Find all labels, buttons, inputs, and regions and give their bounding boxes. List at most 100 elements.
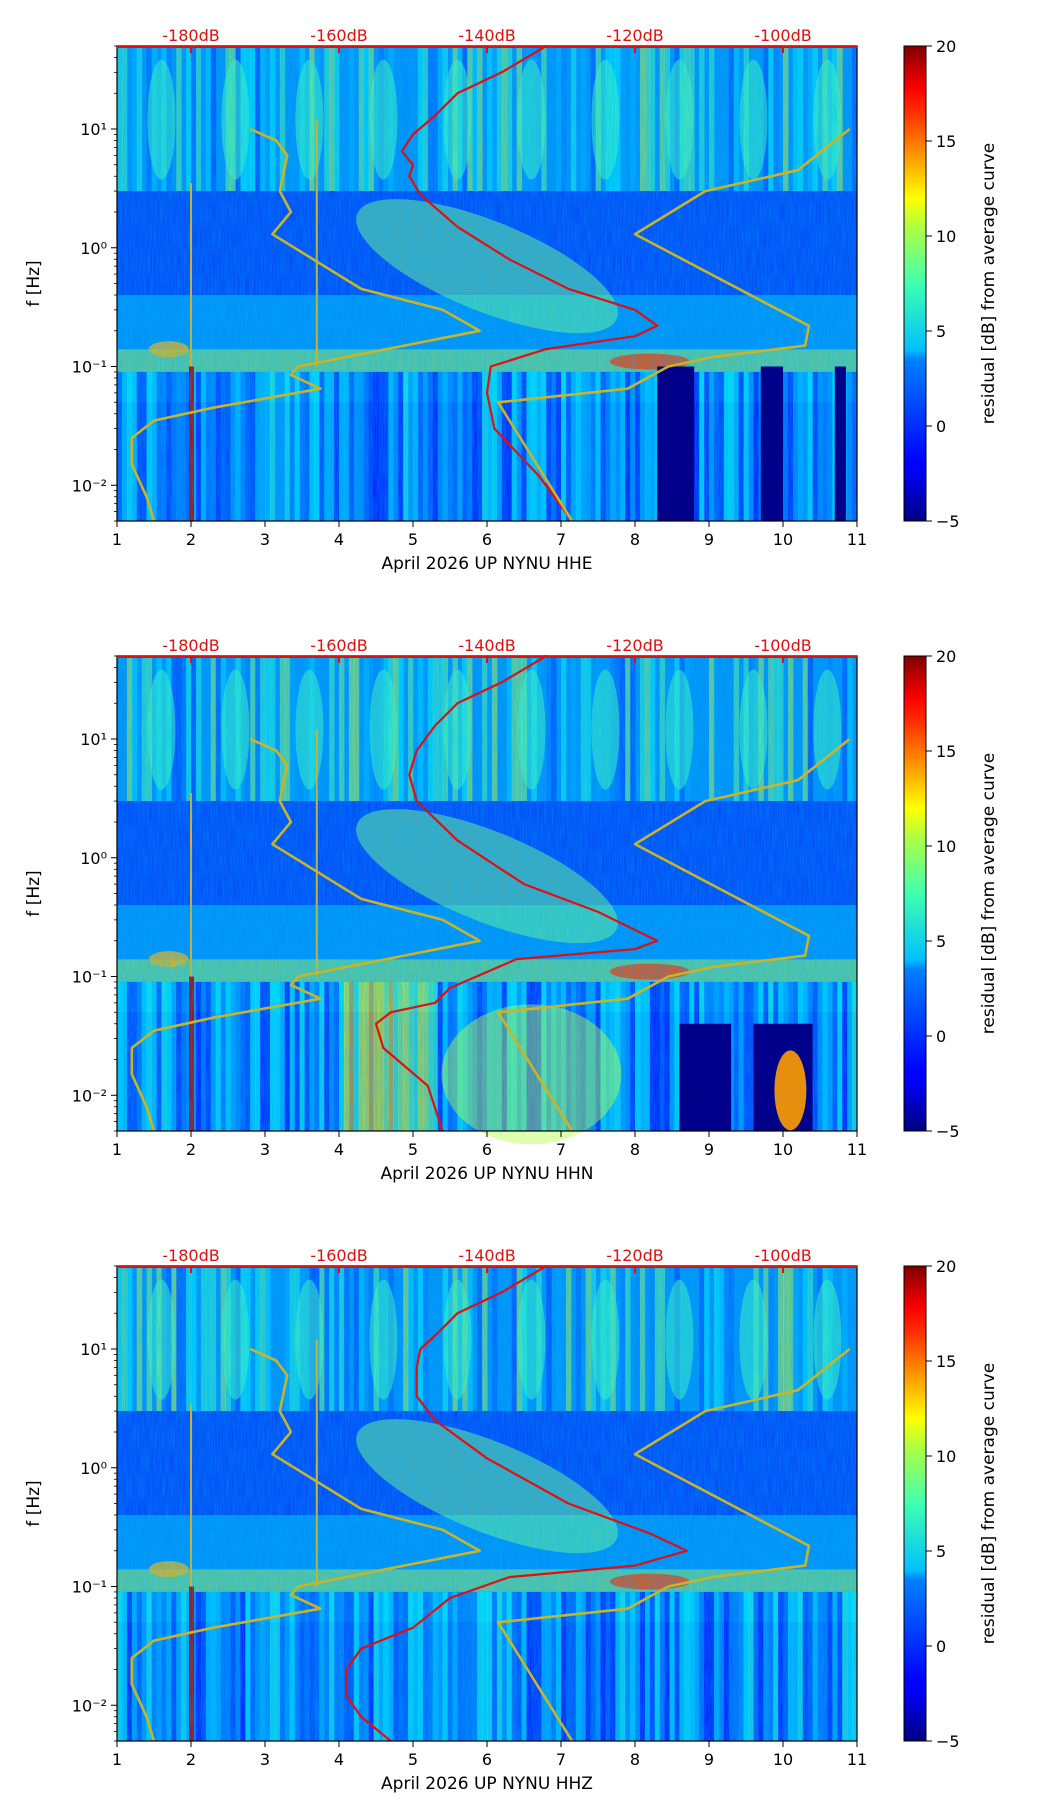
colorbar-tick-label: 20 [936, 647, 956, 666]
heatmap-2 [117, 656, 858, 1145]
y-tick-label: 10¹ [80, 730, 107, 749]
x-tick-label: 11 [847, 1140, 867, 1159]
colorbar-tick-label: 0 [936, 417, 946, 436]
curve-average-psd-curve [345, 1265, 688, 1742]
x-tick-label: 11 [847, 530, 867, 549]
y-tick-label: 10⁰ [80, 849, 107, 868]
db-tick-label: -160dB [310, 636, 367, 655]
x-axis-label: April 2026 UP NYNU HHN [381, 1164, 594, 1184]
colorbar-tick-label: 10 [936, 227, 956, 246]
curve-average-psd-curve [374, 655, 659, 1132]
colorbar-tick-label: −5 [936, 1122, 960, 1141]
heatmap-hotspot [441, 1004, 622, 1145]
colorbar-tick-label: 5 [936, 932, 946, 951]
heatmap-texture [117, 656, 857, 1131]
colorbar-tick-label: 15 [936, 742, 956, 761]
curve-nhnm [496, 127, 851, 522]
x-tick-label: 6 [482, 530, 492, 549]
db-tick-label: -100dB [754, 1246, 811, 1265]
x-tick-label: 2 [186, 530, 196, 549]
x-tick-label: 5 [408, 1750, 418, 1769]
y-tick-label: 10⁻¹ [72, 968, 107, 987]
x-tick-label: 7 [556, 1140, 566, 1159]
x-tick-label: 8 [630, 530, 640, 549]
heatmap-3 [117, 1266, 858, 1741]
colorbar-tick-label: 10 [936, 837, 956, 856]
colorbar-tick-label: 0 [936, 1027, 946, 1046]
y-tick-label: 10⁻¹ [72, 358, 107, 377]
y-tick-label: 10⁰ [80, 239, 107, 258]
x-tick-label: 1 [112, 1750, 122, 1769]
db-tick-label: -140dB [458, 636, 515, 655]
curve-average-psd-curve [400, 45, 659, 522]
y-axis-label: f [Hz] [24, 260, 44, 306]
x-tick-label: 2 [186, 1140, 196, 1159]
colorbar-tick-label: 5 [936, 1542, 946, 1561]
db-tick-label: -140dB [458, 1246, 515, 1265]
x-axis-label: April 2026 UP NYNU HHZ [381, 1774, 593, 1794]
spectrogram-panel-2: 1 2 3 4 5 6 7 8 9 10 11 April 2026 UP NYNU HHN 10⁻² 1… [24, 636, 999, 1184]
colorbar-tick-label: 0 [936, 1637, 946, 1656]
heatmap-1 [117, 46, 858, 521]
colorbar-label: residual [dB] from average curve [979, 143, 999, 424]
x-tick-label: 4 [334, 530, 344, 549]
heatmap-gap [834, 366, 846, 521]
curve-nlnm [130, 737, 481, 1132]
y-tick-label: 10⁻² [72, 1696, 107, 1715]
y-tick-label: 10⁻² [72, 476, 107, 495]
y-tick-label: 10¹ [80, 120, 107, 139]
heatmap-gap [760, 366, 783, 521]
x-tick-label: 10 [773, 530, 793, 549]
colorbar-tick-label: 20 [936, 1257, 956, 1276]
curve-nhnm [496, 1347, 851, 1742]
colorbar-tick-label: 5 [936, 322, 946, 341]
colorbar-tick-label: 10 [936, 1447, 956, 1466]
y-axis-label: f [Hz] [24, 1480, 44, 1526]
colorbar-tick-label: 20 [936, 37, 956, 56]
x-tick-label: 6 [482, 1750, 492, 1769]
x-tick-label: 11 [847, 1750, 867, 1769]
curve-nhnm [496, 737, 851, 1132]
spectrogram-panel-3: 1 2 3 4 5 6 7 8 9 10 11 April 2026 UP NYNU HHZ 10⁻² 1… [24, 1246, 999, 1794]
colorbar-label: residual [dB] from average curve [979, 753, 999, 1034]
colorbar [903, 45, 927, 522]
x-tick-label: 4 [334, 1750, 344, 1769]
x-tick-label: 9 [704, 1140, 714, 1159]
x-tick-label: 1 [112, 1140, 122, 1159]
x-tick-label: 4 [334, 1140, 344, 1159]
x-tick-label: 10 [773, 1750, 793, 1769]
colorbar-tick-label: 15 [936, 1352, 956, 1371]
db-tick-label: -120dB [606, 1246, 663, 1265]
x-tick-label: 7 [556, 530, 566, 549]
colorbar-tick-label: −5 [936, 1732, 960, 1751]
db-tick-label: -100dB [754, 26, 811, 45]
x-tick-label: 3 [260, 1750, 270, 1769]
colorbar [903, 1265, 927, 1742]
heatmap-hotspot [774, 1050, 807, 1131]
db-tick-label: -180dB [162, 636, 219, 655]
colorbar [903, 655, 927, 1132]
heatmap-texture [117, 46, 857, 521]
curve-nlnm [130, 127, 481, 522]
y-tick-label: 10⁰ [80, 1459, 107, 1478]
colorbar-label: residual [dB] from average curve [979, 1363, 999, 1644]
db-tick-label: -100dB [754, 636, 811, 655]
db-tick-label: -160dB [310, 26, 367, 45]
x-tick-label: 6 [482, 1140, 492, 1159]
db-tick-label: -140dB [458, 26, 515, 45]
x-tick-label: 8 [630, 1140, 640, 1159]
x-axis-label: April 2026 UP NYNU HHE [382, 554, 593, 574]
x-tick-label: 9 [704, 1750, 714, 1769]
db-tick-label: -120dB [606, 636, 663, 655]
db-tick-label: -120dB [606, 26, 663, 45]
db-tick-label: -180dB [162, 1246, 219, 1265]
colorbar-tick-label: 15 [936, 132, 956, 151]
y-tick-label: 10⁻² [72, 1086, 107, 1105]
x-tick-label: 10 [773, 1140, 793, 1159]
colorbar-tick-label: −5 [936, 512, 960, 531]
x-tick-label: 7 [556, 1750, 566, 1769]
heatmap-gap [679, 1023, 732, 1131]
x-tick-label: 5 [408, 1140, 418, 1159]
x-tick-label: 2 [186, 1750, 196, 1769]
spectrogram-panel-1: 1 2 3 4 5 6 7 8 9 10 11 April 2026 UP NYNU HHE 10⁻² 1… [24, 26, 999, 574]
